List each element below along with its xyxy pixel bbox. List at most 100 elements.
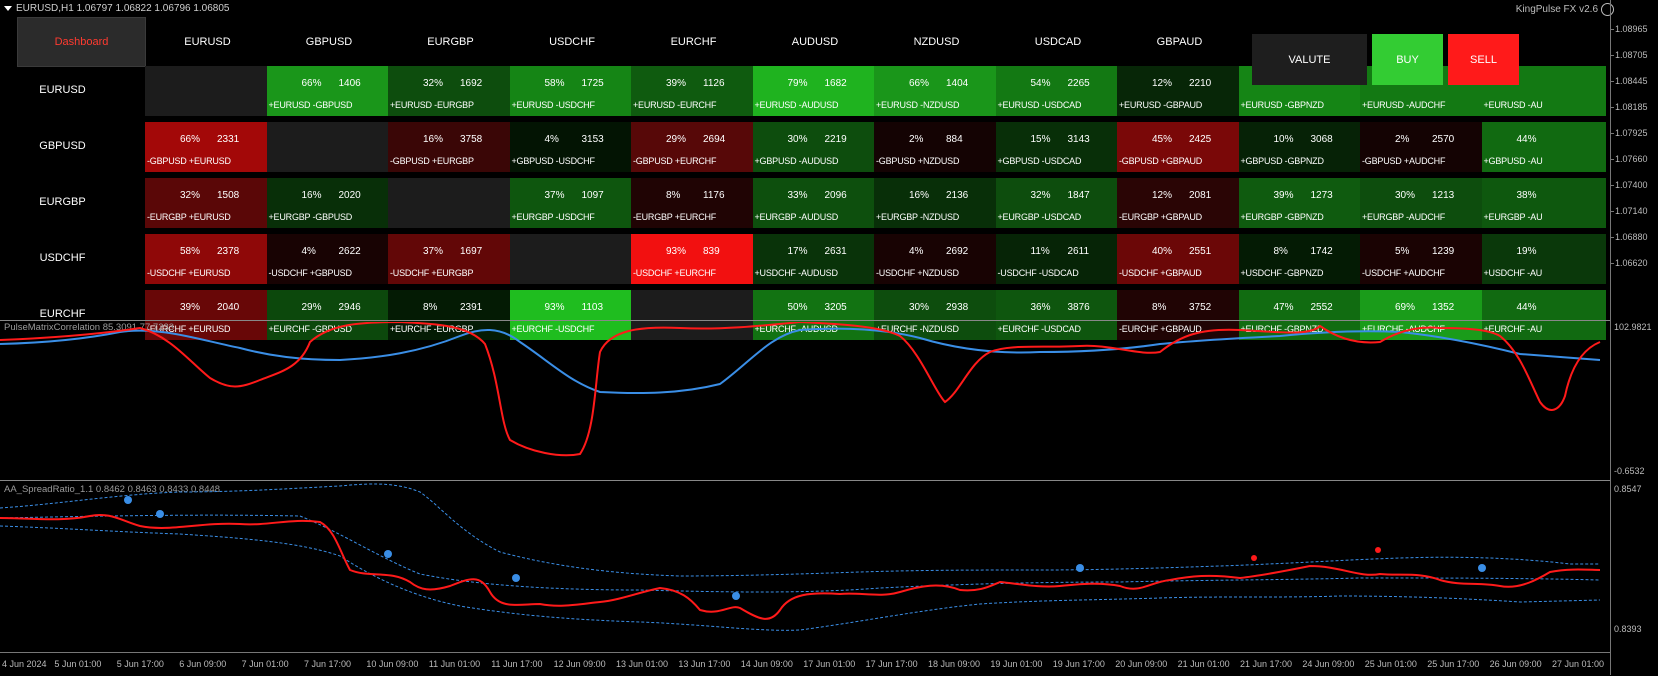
cell-pair: +EURGBP -USDCAD [997,212,1082,222]
correlation-cell[interactable]: 58% 1725 +EURUSD -USDCHF [509,66,634,116]
dashboard-button[interactable]: Dashboard [17,17,146,67]
correlation-cell[interactable]: 16% 3758 -GBPUSD +EURGBP [388,122,512,172]
column-header: GBPAUD [1156,36,1203,48]
buy-button[interactable]: BUY [1372,34,1443,85]
correlation-cell[interactable]: 93% 839 -USDCHF +EURCHF [631,234,755,284]
correlation-cell[interactable]: 30% 2938 +EURCHF -NZDUSD [874,290,998,340]
cell-pair: -EURCHF +GBPAUD [1119,324,1202,334]
cell-pair: +EURCHF -EURGBP [390,324,474,334]
cell-count: 2020 [338,190,361,201]
cell-pair: -GBPUSD +EURGBP [390,156,474,166]
price-tick: 1.07925 [1610,128,1648,138]
correlation-cell[interactable]: 12% 2081 -EURGBP +GBPAUD [1117,178,1241,228]
correlation-cell[interactable]: 45% 2425 -GBPUSD +GBPAUD [1117,122,1241,172]
correlation-cell[interactable]: 69% 1352 +EURCHF -AUDCHF [1360,290,1484,340]
correlation-cell[interactable]: 16% 2020 +EURGBP -GBPUSD [266,178,391,228]
cell-pair: +GBPUSD -GBPNZD [1240,156,1324,166]
correlation-cell[interactable]: 54% 2265 +EURUSD -USDCAD [995,66,1120,116]
correlation-cell[interactable]: 93% 1103 +EURCHF -USDCHF [509,290,634,340]
correlation-cell[interactable]: 30% 1213 +EURGBP -AUDCHF [1360,178,1484,228]
cell-count: 1239 [1432,246,1455,257]
cell-pair: +EURCHF -NZDUSD [876,324,959,334]
middle-band-line [0,514,1601,593]
correlation-cell[interactable]: 16% 2136 +EURGBP -NZDUSD [874,178,998,228]
valute-button[interactable]: VALUTE [1252,34,1367,85]
time-tick: 25 Jun 01:00 [1364,659,1417,669]
correlation-cell[interactable]: 11% 2611 -USDCHF -USDCAD [995,234,1120,284]
cell-percent: 39% [180,302,201,313]
dropdown-triangle-icon[interactable] [4,6,12,11]
cell-pair: +EURUSD -USDCAD [997,100,1082,110]
red-correlation-line [0,322,1601,457]
cell-count: 3205 [824,302,847,313]
signal-dot [384,550,392,558]
correlation-cell[interactable]: 37% 1097 +EURGBP -USDCHF [509,178,634,228]
time-tick: 17 Jun 01:00 [803,659,856,669]
correlation-cell[interactable]: 38% +EURGBP -AU [1481,178,1606,228]
cell-percent: 5% [1395,246,1410,257]
cell-percent: 8% [1273,246,1288,257]
cell-pair: +EURUSD -EURGBP [390,100,474,110]
row-header: USDCHF [39,252,86,264]
correlation-cell[interactable]: 2% 2570 -GBPUSD +AUDCHF [1360,122,1484,172]
price-tick: 1.08445 [1610,76,1648,86]
cell-count: 1103 [581,302,604,313]
cell-count: 1682 [824,78,847,89]
sell-button[interactable]: SELL [1448,34,1519,85]
cell-pair: +EURGBP -AUDUSD [754,212,839,222]
correlation-cell[interactable]: 66% 1406 +EURUSD -GBPUSD [266,66,391,116]
empty-cell [509,234,634,284]
correlation-cell[interactable]: 8% 2391 +EURCHF -EURGBP [388,290,512,340]
signal-dot [156,510,164,518]
correlation-cell[interactable]: 12% 2210 +EURUSD -GBPAUD [1117,66,1241,116]
correlation-cell[interactable]: 44% +EURCHF -AU [1481,290,1606,340]
correlation-cell[interactable]: 33% 2096 +EURGBP -AUDUSD [752,178,877,228]
correlation-cell[interactable]: 4% 3153 +GBPUSD -USDCHF [509,122,634,172]
empty-cell [631,290,755,340]
correlation-cell[interactable]: 17% 2631 +USDCHF -AUDUSD [752,234,877,284]
correlation-cell[interactable]: 44% +GBPUSD -AU [1481,122,1606,172]
correlation-cell[interactable]: 8% 1176 -EURGBP +EURCHF [631,178,755,228]
correlation-cell[interactable]: 19% +USDCHF -AU [1481,234,1606,284]
correlation-cell[interactable]: 10% 3068 +GBPUSD -GBPNZD [1238,122,1363,172]
correlation-cell[interactable]: 37% 1697 -USDCHF +EURGBP [388,234,512,284]
cell-pair: -GBPUSD +NZDUSD [876,156,960,166]
correlation-cell[interactable]: 79% 1682 +EURUSD -AUDUSD [752,66,877,116]
symbol-info: EURUSD,H1 1.06797 1.06822 1.06796 1.0680… [16,3,230,14]
correlation-cell[interactable]: 2% 884 -GBPUSD +NZDUSD [874,122,998,172]
cell-percent: 11% [1030,246,1050,257]
correlation-cell[interactable]: 8% 3752 -EURCHF +GBPAUD [1117,290,1241,340]
correlation-cell[interactable]: 66% 1404 +EURUSD -NZDUSD [874,66,998,116]
correlation-cell[interactable]: 29% 2694 -GBPUSD +EURCHF [631,122,755,172]
correlation-cell[interactable]: 8% 1742 +USDCHF -GBPNZD [1238,234,1363,284]
price-tick: 1.06880 [1610,232,1648,242]
correlation-cell[interactable]: 5% 1239 -USDCHF +AUDCHF [1360,234,1484,284]
time-tick: 25 Jun 17:00 [1427,659,1480,669]
cell-percent: 47% [1273,302,1294,313]
time-tick: 18 Jun 09:00 [928,659,981,669]
cell-count: 2692 [946,246,969,257]
upper-band-line [0,483,1600,577]
empty-cell [388,178,512,228]
correlation-cell[interactable]: 4% 2622 -USDCHF +GBPUSD [266,234,391,284]
cell-pair: +GBPUSD -USDCAD [997,156,1082,166]
correlation-cell[interactable]: 58% 2378 -USDCHF +EURUSD [145,234,269,284]
correlation-cell[interactable]: 4% 2692 -USDCHF +NZDUSD [874,234,998,284]
price-tick: 1.08185 [1610,102,1648,112]
column-header: USDCHF [549,36,595,48]
correlation-cell[interactable]: 32% 1847 +EURGBP -USDCAD [995,178,1120,228]
correlation-cell[interactable]: 66% 2331 -GBPUSD +EURUSD [145,122,269,172]
correlation-cell[interactable]: 36% 3876 +EURCHF -USDCAD [995,290,1120,340]
cell-pair: -USDCHF +GBPAUD [1119,268,1202,278]
correlation-cell[interactable]: 50% 3205 +EURCHF -AUDUSD [752,290,877,340]
correlation-cell[interactable]: 32% 1508 -EURGBP +EURUSD [145,178,269,228]
correlation-cell[interactable]: 40% 2551 -USDCHF +GBPAUD [1117,234,1241,284]
correlation-cell[interactable]: 15% 3143 +GBPUSD -USDCAD [995,122,1120,172]
correlation-cell[interactable]: 32% 1692 +EURUSD -EURGBP [388,66,512,116]
cell-percent: 15% [1030,134,1051,145]
correlation-cell[interactable]: 30% 2219 +GBPUSD -AUDUSD [752,122,877,172]
cell-percent: 37% [423,246,444,257]
cell-count: 2570 [1432,134,1455,145]
correlation-cell[interactable]: 39% 1126 +EURUSD -EURCHF [631,66,755,116]
correlation-cell[interactable]: 39% 1273 +EURGBP -GBPNZD [1238,178,1363,228]
